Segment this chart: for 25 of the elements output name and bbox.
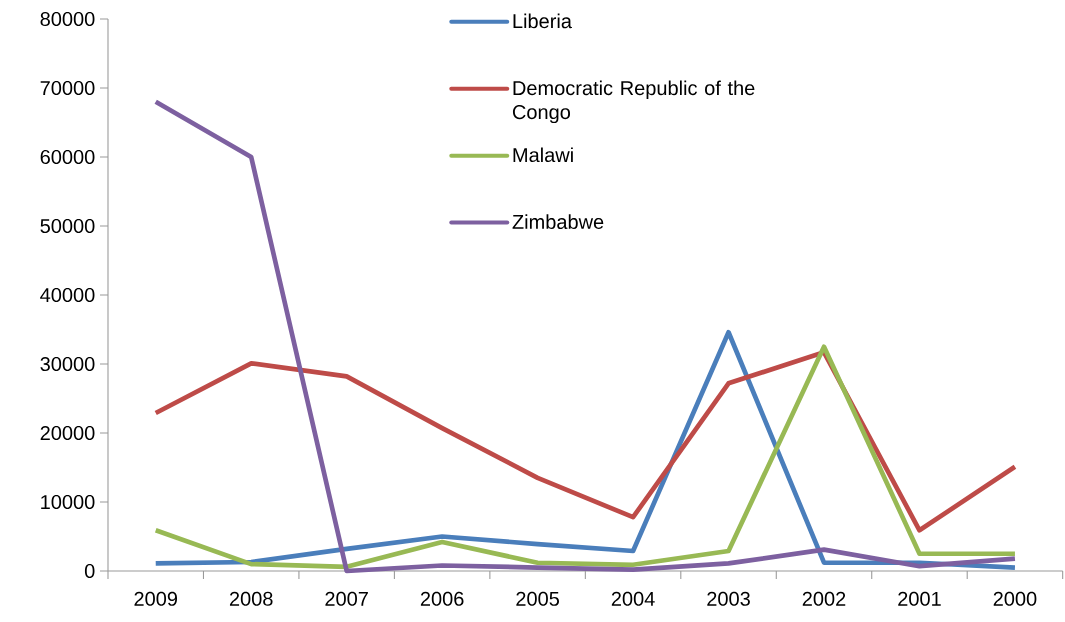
x-tick-label: 2007 [325,591,368,606]
y-tick-label: 70000 [40,80,95,96]
y-tick-label: 40000 [40,287,95,303]
y-tick-label: 20000 [40,425,95,441]
y-tick-label: 60000 [40,149,95,165]
legend-label: Liberia [513,13,572,29]
x-tick-label: 2005 [516,591,560,606]
x-tick-label: 2001 [898,591,941,606]
line-series [153,349,1018,533]
x-tick-label: 2006 [420,591,464,606]
y-tick-label: 30000 [40,356,95,372]
line-series [153,99,1018,574]
x-tick-label: 2002 [802,591,846,606]
x-tick-label: 2000 [993,591,1037,606]
x-tick-label: 2003 [707,591,750,606]
y-tick-label: 50000 [40,218,95,234]
x-tick-label: 2004 [611,591,655,606]
legend-label: Zimbabwe [512,214,604,229]
x-tick-label: 2009 [134,591,178,606]
y-tick-label: 10000 [41,494,95,510]
y-tick-label: 0 [84,563,95,579]
legend-label: Democratic Republic of the Congo [512,80,755,124]
y-tick-label: 80000 [40,11,95,27]
x-tick-label: 2008 [229,591,273,606]
legend-label: Malawi [513,147,573,163]
